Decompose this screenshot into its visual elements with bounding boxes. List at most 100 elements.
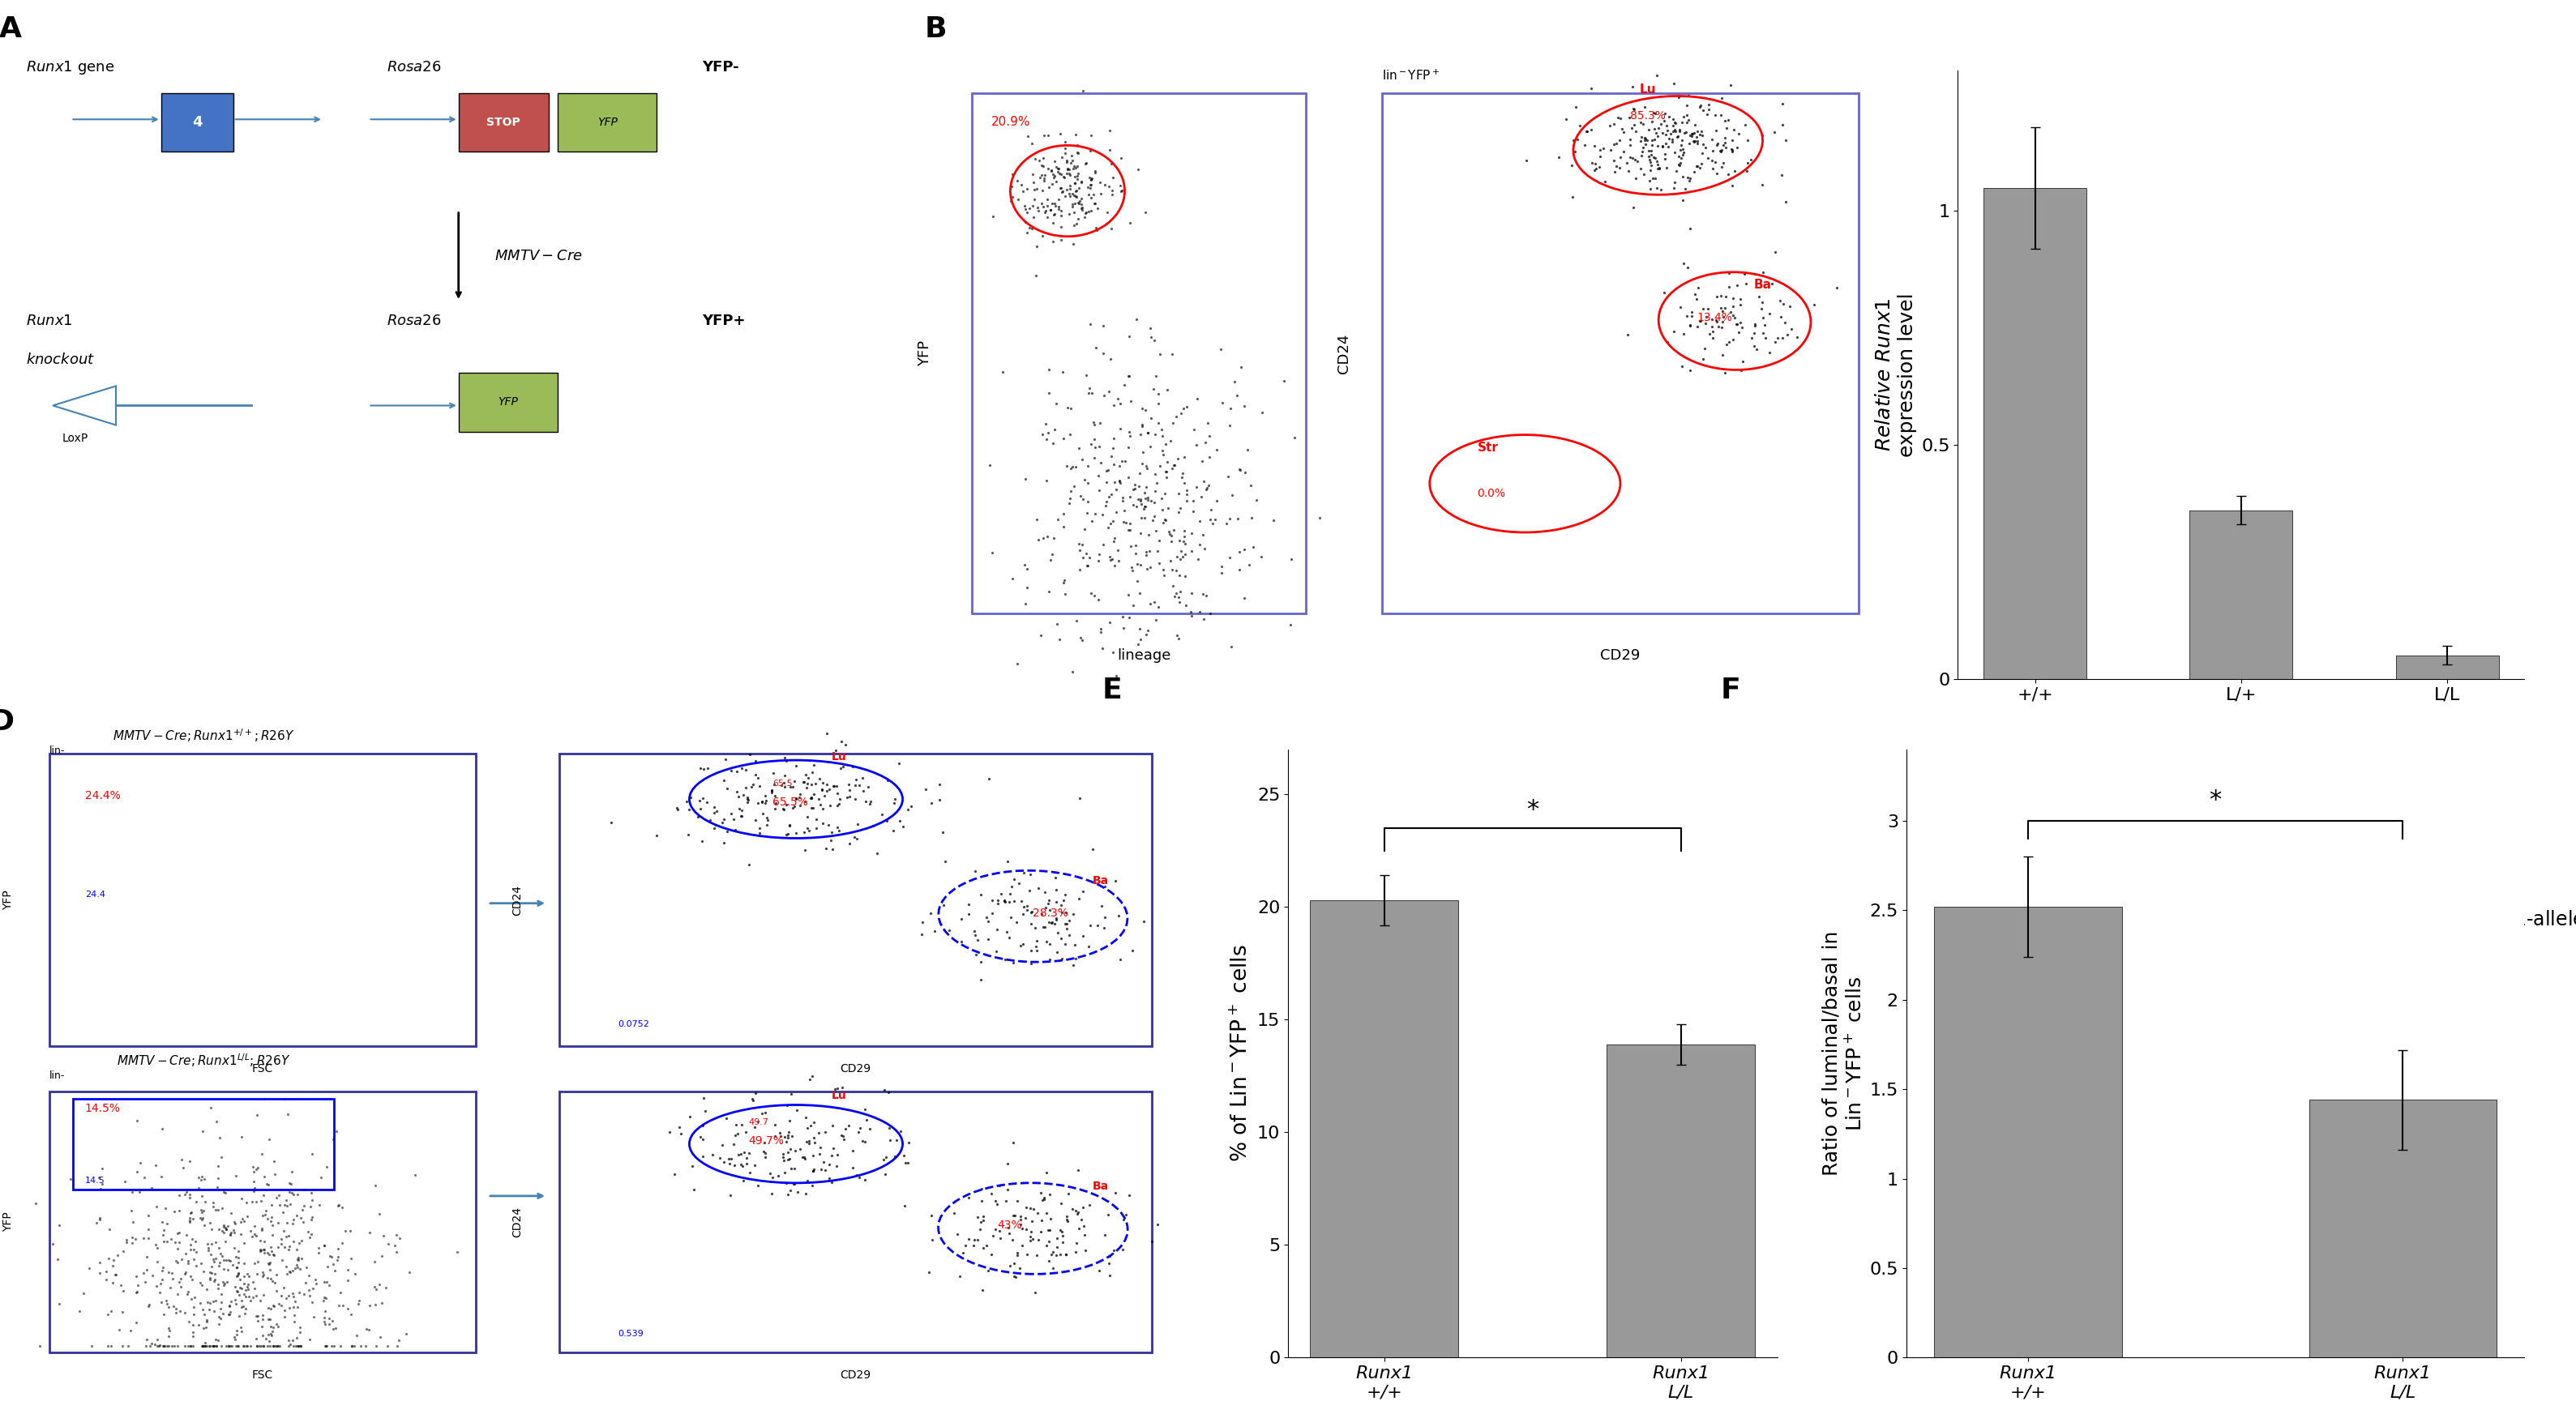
Point (940, 908, 981, 930)
Point (173, 1017, 214, 1039)
Point (281, 1321, 322, 1343)
Point (1628, 117, 1669, 140)
Point (270, 1159, 312, 1182)
Point (1084, 916, 1126, 939)
Point (1690, 127, 1731, 150)
Point (1082, 314, 1123, 337)
Point (1005, 553, 1046, 575)
Point (252, 1244, 294, 1267)
Point (319, 895, 361, 918)
Point (178, 1007, 219, 1029)
Point (974, 1217, 1015, 1240)
Point (131, 846, 173, 868)
Point (1033, 173, 1074, 195)
Point (252, 1243, 294, 1266)
Point (162, 1001, 204, 1024)
Point (111, 911, 152, 933)
Point (167, 1005, 209, 1028)
Point (1038, 157, 1079, 180)
Point (992, 1131, 1033, 1154)
Point (250, 956, 291, 978)
Point (1061, 171, 1103, 194)
Point (165, 1241, 206, 1264)
Point (1090, 348, 1131, 370)
Point (1123, 498, 1164, 520)
Point (1723, 263, 1765, 286)
Point (1043, 932, 1084, 954)
Point (291, 922, 332, 945)
Point (999, 889, 1041, 912)
Point (307, 1335, 348, 1357)
Point (992, 163, 1033, 185)
Point (1105, 373, 1146, 396)
Point (1638, 157, 1680, 180)
Point (1036, 1236, 1077, 1258)
Point (806, 837, 848, 860)
Point (144, 896, 185, 919)
Point (871, 1128, 912, 1151)
Point (204, 878, 245, 901)
Point (835, 788, 876, 810)
Point (180, 1165, 222, 1188)
Point (1677, 126, 1718, 148)
Point (237, 1015, 278, 1038)
Point (142, 885, 183, 908)
Point (206, 1335, 247, 1357)
Point (1074, 413, 1115, 436)
Point (98, 1318, 139, 1340)
Point (1025, 1234, 1066, 1257)
Point (242, 1217, 283, 1240)
Point (124, 957, 165, 980)
Point (131, 1176, 173, 1199)
Point (1151, 411, 1193, 434)
Point (1146, 461, 1188, 484)
Point (227, 1278, 268, 1301)
Point (989, 891, 1030, 913)
Point (1597, 106, 1638, 129)
Point (1154, 585, 1195, 608)
Point (198, 1237, 240, 1260)
Point (268, 1297, 309, 1319)
Point (1700, 297, 1741, 320)
Text: *: * (2210, 789, 2221, 812)
Point (1043, 889, 1084, 912)
Point (170, 1208, 211, 1230)
Point (1716, 312, 1757, 335)
Point (714, 1133, 755, 1155)
Text: lin-: lin- (49, 1070, 64, 1082)
Point (1224, 461, 1265, 484)
Point (250, 1210, 291, 1233)
Point (312, 1309, 353, 1332)
Point (265, 1087, 307, 1110)
Point (724, 758, 765, 781)
Text: CD29: CD29 (840, 1063, 871, 1075)
Point (116, 1161, 157, 1184)
Point (1054, 1199, 1095, 1222)
Point (389, 1000, 430, 1022)
Point (904, 778, 945, 800)
Point (147, 959, 188, 981)
Point (1046, 1210, 1087, 1233)
Point (278, 1246, 319, 1268)
Point (185, 1309, 227, 1332)
Point (106, 1027, 147, 1049)
Point (1010, 197, 1051, 219)
Point (971, 889, 1012, 912)
Point (1162, 462, 1203, 485)
Point (1123, 495, 1164, 518)
Point (884, 1195, 925, 1217)
Point (224, 1282, 265, 1305)
Point (726, 1147, 768, 1169)
Point (240, 964, 281, 987)
Point (242, 1205, 283, 1227)
Point (1100, 947, 1141, 970)
Point (1765, 191, 1806, 214)
Point (204, 1015, 245, 1038)
Point (961, 882, 1002, 905)
Point (799, 788, 840, 810)
Point (773, 796, 814, 819)
Point (211, 843, 252, 865)
Point (1110, 424, 1151, 447)
Point (1625, 129, 1667, 151)
Point (1752, 273, 1793, 296)
